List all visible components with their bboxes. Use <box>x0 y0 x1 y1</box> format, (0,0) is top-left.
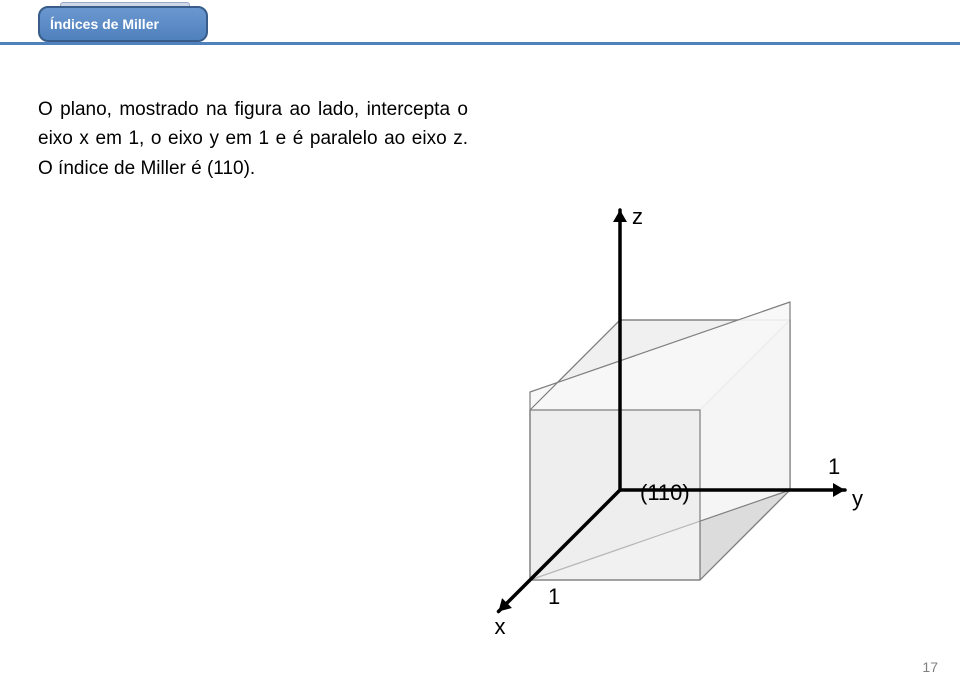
header-tab: Índices de Miller <box>38 6 208 42</box>
axis-label-z: z <box>632 204 643 230</box>
header-tab-label: Índices de Miller <box>50 16 159 32</box>
page-number: 17 <box>922 659 938 675</box>
axis-label-y: y <box>852 486 863 512</box>
plane-label: (110) <box>640 480 690 506</box>
intercept-label-y: 1 <box>828 454 840 480</box>
axis-label-x: x <box>495 614 506 640</box>
cube-svg <box>480 190 910 640</box>
body-paragraph: O plano, mostrado na figura ao lado, int… <box>38 95 468 183</box>
miller-diagram: z y x 1 1 (110) <box>480 190 910 640</box>
header-underline <box>0 42 960 45</box>
intercept-label-x: 1 <box>548 584 560 610</box>
